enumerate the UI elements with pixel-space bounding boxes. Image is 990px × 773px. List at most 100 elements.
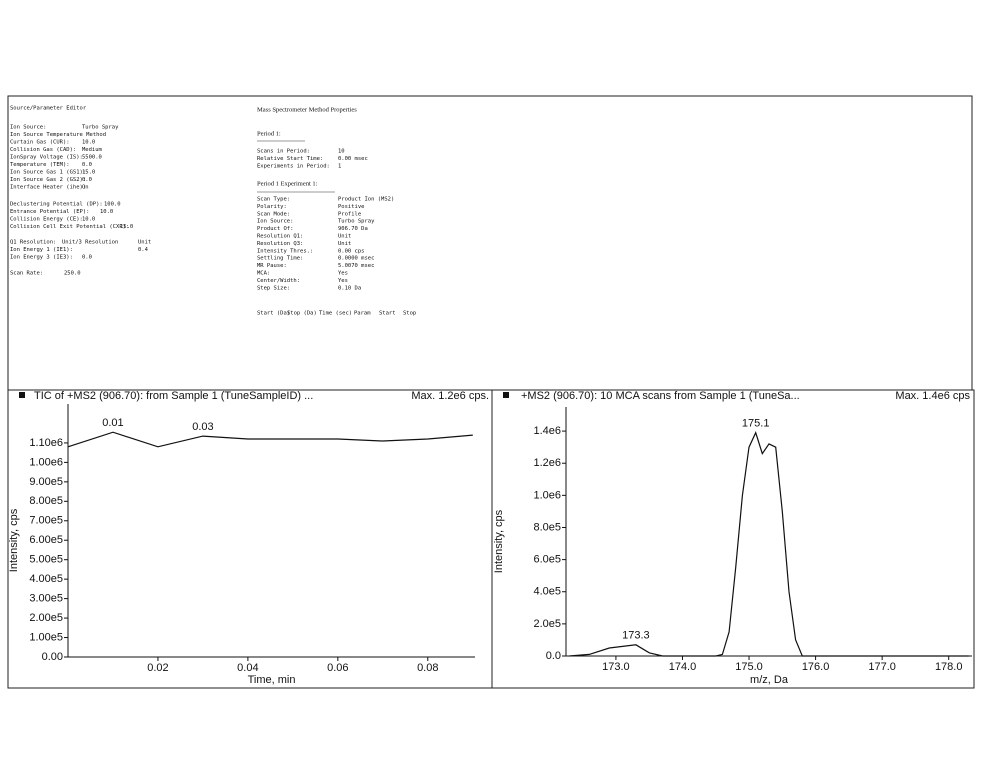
prop-value: 10 (338, 149, 345, 155)
column-header: Start (379, 311, 396, 317)
param-label: Ion Source Gas 1 (GS1): (10, 170, 86, 176)
param-label: IonSpray Voltage (IS): (10, 155, 83, 161)
param-value: 0.0 (82, 177, 92, 183)
param-label: Collision Energy (CE): (10, 217, 83, 223)
param-label: Q1 Resolution: (10, 240, 56, 246)
param-value: Medium (82, 147, 103, 153)
pane-icon (19, 392, 25, 398)
prop-label: Scan Type: (257, 197, 290, 203)
prop-label: MR Pause: (257, 263, 287, 269)
param-value: 15.0 (82, 170, 95, 176)
prop-label: Scan Mode: (257, 211, 290, 217)
prop-value: Positive (338, 204, 365, 210)
param-label: Ion Source Gas 2 (GS2): (10, 177, 86, 183)
x-tick-label: 0.02 (147, 662, 168, 674)
column-header: Param (354, 311, 371, 317)
param-label: Declustering Potential (DP): (10, 202, 103, 208)
panel-title: Source/Parameter Editor (10, 106, 87, 112)
x-tick-label: 0.06 (327, 662, 348, 674)
prop-label: Ion Source: (257, 219, 293, 225)
column-header: Start (Da) (257, 311, 290, 317)
y-tick-label: 6.00e5 (29, 534, 63, 546)
y-tick-label: 1.00e6 (29, 456, 63, 468)
param-label: Ion Source Temperature Method (10, 132, 106, 138)
section-title: Period 1 Experiment 1: (257, 180, 318, 187)
param-value: 100.0 (104, 202, 121, 208)
y-tick-label: 1.2e6 (533, 457, 561, 469)
prop-value: Yes (338, 271, 348, 277)
prop-label: Center/Width: (257, 278, 300, 284)
param-label: Ion Energy 3 (IE3): (10, 255, 73, 261)
y-tick-label: 0.0 (546, 650, 561, 662)
chart-max: Max. 1.4e6 cps (895, 390, 970, 402)
param-label: Ion Source: (10, 125, 46, 131)
peak-label: 0.03 (192, 421, 213, 433)
y-tick-label: 1.10e6 (29, 437, 63, 449)
peak-label: 0.01 (102, 417, 123, 429)
param-value: Unit/3 Resolution (62, 240, 118, 246)
prop-label: MCA: (257, 271, 270, 277)
param-value: 10.0 (82, 217, 95, 223)
panel-title: Mass Spectrometer Method Properties (257, 106, 357, 113)
prop-label: Resolution Q1: (257, 234, 303, 240)
prop-label: Polarity: (257, 204, 287, 210)
y-tick-label: 1.00e5 (29, 631, 63, 643)
param-value: 5500.0 (82, 155, 102, 161)
y-tick-label: 2.0e5 (533, 618, 561, 630)
y-tick-label: 1.0e6 (533, 489, 561, 501)
param-label: Ion Energy 1 (IE1): (10, 247, 73, 253)
section-title: Period 1: (257, 130, 281, 137)
data-line (569, 431, 969, 657)
prop-label: Settling Time: (257, 256, 303, 262)
y-tick-label: 7.00e5 (29, 515, 63, 527)
peak-label: 173.3 (622, 630, 650, 642)
param-value: 0.4 (138, 247, 149, 253)
pane-icon (503, 392, 509, 398)
prop-label: Scans in Period: (257, 149, 310, 155)
x-tick-label: 0.04 (237, 662, 258, 674)
param-value: 0.0 (82, 255, 92, 261)
prop-value: 0.0000 msec (338, 256, 374, 262)
prop-label: Experiments in Period: (257, 164, 330, 170)
peak-label: 175.1 (742, 418, 770, 430)
x-tick-label: 175.0 (735, 661, 763, 673)
y-tick-label: 4.00e5 (29, 573, 63, 585)
column-header: Time (sec) (319, 311, 352, 317)
y-tick-label: 6.0e5 (533, 554, 561, 566)
column-header: Stop (Da) (287, 311, 317, 317)
prop-value: 0.00 msec (338, 156, 368, 162)
param-label: Entrance Potential (EP): (10, 209, 89, 215)
param-label: Temperature (TEM): (10, 162, 70, 168)
y-tick-label: 2.00e5 (29, 612, 63, 624)
param-value: Unit (138, 240, 151, 246)
prop-value: 1 (338, 164, 341, 170)
param-label: Interface Heater (ihe): (10, 185, 86, 191)
param-value: On (82, 185, 89, 191)
y-tick-label: 1.4e6 (533, 425, 561, 437)
param-label: Collision Gas (CAD): (10, 147, 76, 153)
y-tick-label: 8.0e5 (533, 521, 561, 533)
param-value: 10.0 (82, 140, 95, 146)
prop-value: Profile (338, 211, 361, 217)
prop-value: Product Ion (MS2) (338, 197, 394, 203)
prop-label: Step Size: (257, 285, 290, 291)
prop-value: Unit (338, 234, 351, 240)
prop-value: 5.0070 msec (338, 263, 374, 269)
x-axis-label: m/z, Da (750, 674, 789, 686)
param-label: Curtain Gas (CUR): (10, 140, 70, 146)
y-tick-label: 3.00e5 (29, 593, 63, 605)
y-axis-label: Intensity, cps (493, 509, 505, 573)
x-tick-label: 173.0 (602, 661, 630, 673)
prop-value: Yes (338, 278, 348, 284)
prop-value: 0.10 Da (338, 285, 361, 291)
param-label: Scan Rate: (10, 271, 43, 277)
prop-value: Unit (338, 241, 351, 247)
chart-title: +MS2 (906.70): 10 MCA scans from Sample … (521, 390, 800, 402)
y-axis-label: Intensity, cps (8, 508, 20, 572)
method-panel (7, 95, 973, 391)
chart-max: Max. 1.2e6 cps. (411, 390, 489, 402)
prop-label: Resolution Q3: (257, 241, 303, 247)
x-tick-label: 176.0 (802, 661, 830, 673)
x-tick-label: 177.0 (868, 661, 896, 673)
prop-value: 906.70 Da (338, 226, 368, 232)
